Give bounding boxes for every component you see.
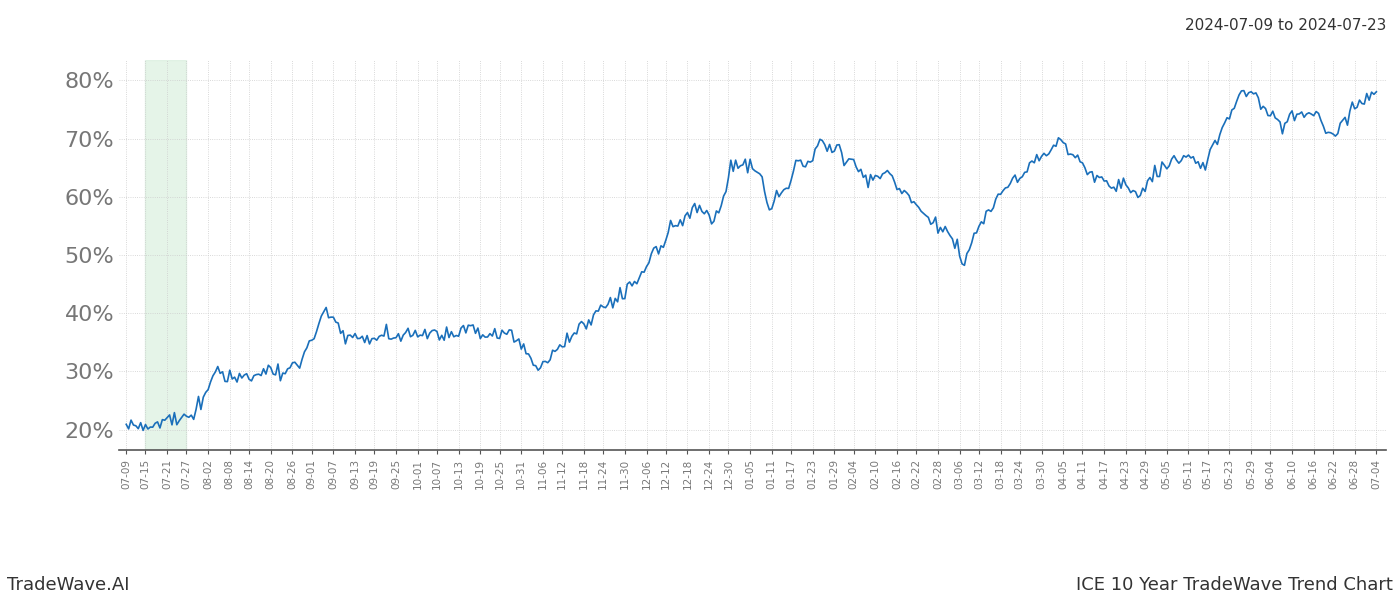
Bar bbox=[146, 60, 186, 450]
Text: ICE 10 Year TradeWave Trend Chart: ICE 10 Year TradeWave Trend Chart bbox=[1077, 576, 1393, 594]
Text: 2024-07-09 to 2024-07-23: 2024-07-09 to 2024-07-23 bbox=[1184, 18, 1386, 33]
Text: TradeWave.AI: TradeWave.AI bbox=[7, 576, 129, 594]
